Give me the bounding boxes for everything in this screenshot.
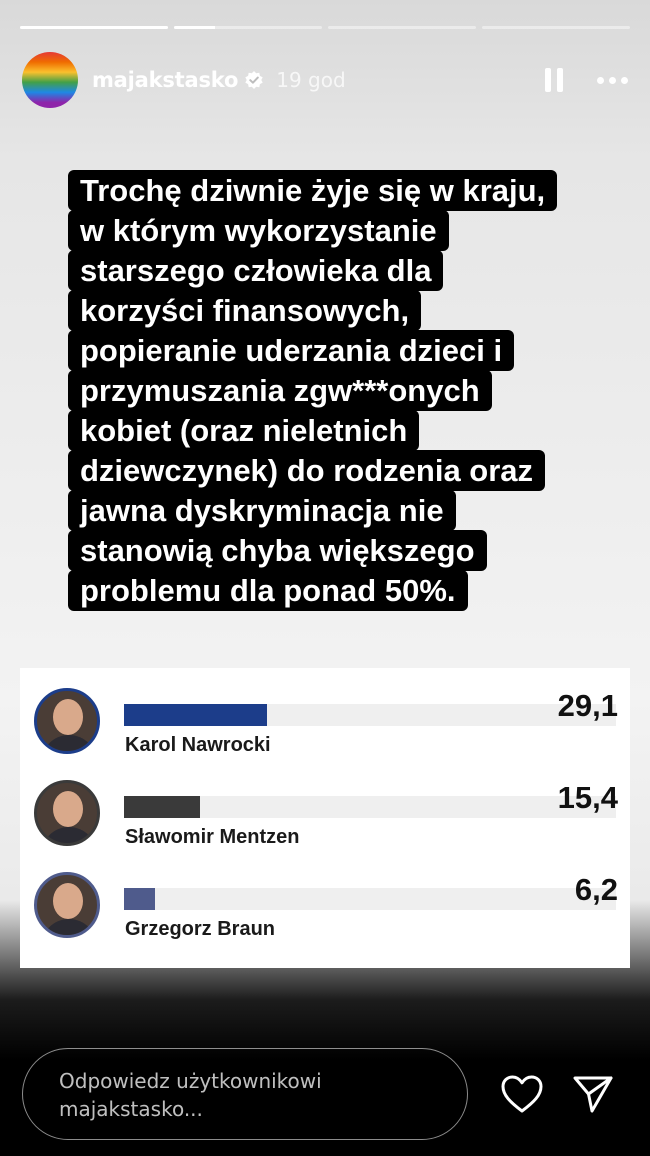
poll-bar-track — [124, 796, 616, 818]
username[interactable]: majakstasko — [92, 68, 239, 92]
heart-icon[interactable] — [500, 1074, 544, 1114]
caption-line: kobiet (oraz nieletnich — [68, 410, 420, 451]
candidate-photo — [34, 688, 100, 754]
post-time: 19 god — [276, 68, 346, 92]
poll-row: Karol Nawrocki 29,1 — [20, 682, 630, 762]
story-caption: Trochę dziwnie żyje się w kraju, w którym… — [68, 170, 628, 611]
caption-line: jawna dyskryminacja nie — [68, 490, 456, 531]
candidate-value: 29,1 — [557, 688, 618, 723]
story-header: majakstasko 19 god — [22, 52, 628, 108]
caption-line: popieranie uderzania dzieci i — [68, 330, 515, 371]
progress-segment — [174, 26, 322, 29]
reply-input[interactable]: Odpowiedz użytkownikowi majakstasko... — [22, 1048, 468, 1140]
avatar[interactable] — [22, 52, 78, 108]
caption-line: przymuszania zgw***onych — [68, 370, 492, 411]
poll-row: Grzegorz Braun 6,2 — [20, 866, 630, 946]
candidate-photo — [34, 780, 100, 846]
story-progress — [20, 26, 630, 29]
caption-line: korzyści finansowych, — [68, 290, 422, 331]
poll-bar — [124, 704, 268, 726]
progress-segment — [20, 26, 168, 29]
candidate-value: 6,2 — [574, 872, 618, 907]
candidate-name: Grzegorz Braun — [125, 918, 276, 940]
caption-line: w którym wykorzystanie — [68, 210, 449, 251]
caption-line: starszego człowieka dla — [68, 250, 444, 291]
poll-bar — [124, 796, 200, 818]
poll-row: Sławomir Mentzen 15,4 — [20, 774, 630, 854]
verified-badge-icon — [245, 71, 263, 89]
more-icon[interactable] — [597, 76, 628, 84]
reply-placeholder: Odpowiedz użytkownikowi majakstasko... — [59, 1069, 322, 1121]
caption-line: Trochę dziwnie żyje się w kraju, — [68, 170, 558, 211]
poll-bar — [124, 888, 155, 910]
candidate-name: Karol Nawrocki — [125, 734, 271, 756]
poll-bar-track — [124, 704, 616, 726]
poll-bar-track — [124, 888, 616, 910]
candidate-value: 15,4 — [557, 780, 618, 815]
progress-segment — [328, 26, 476, 29]
poll-results-image: Karol Nawrocki 29,1 Sławomir Mentzen 15,4 Gr… — [20, 668, 630, 968]
candidate-name: Sławomir Mentzen — [125, 826, 300, 848]
caption-line: dziewczynek) do rodzenia oraz — [68, 450, 546, 491]
send-icon[interactable] — [572, 1074, 614, 1114]
pause-icon[interactable] — [545, 68, 563, 92]
candidate-photo — [34, 872, 100, 938]
caption-line: problemu dla ponad 50%. — [68, 570, 468, 611]
progress-segment — [482, 26, 630, 29]
caption-line: stanowią chyba większego — [68, 530, 487, 571]
